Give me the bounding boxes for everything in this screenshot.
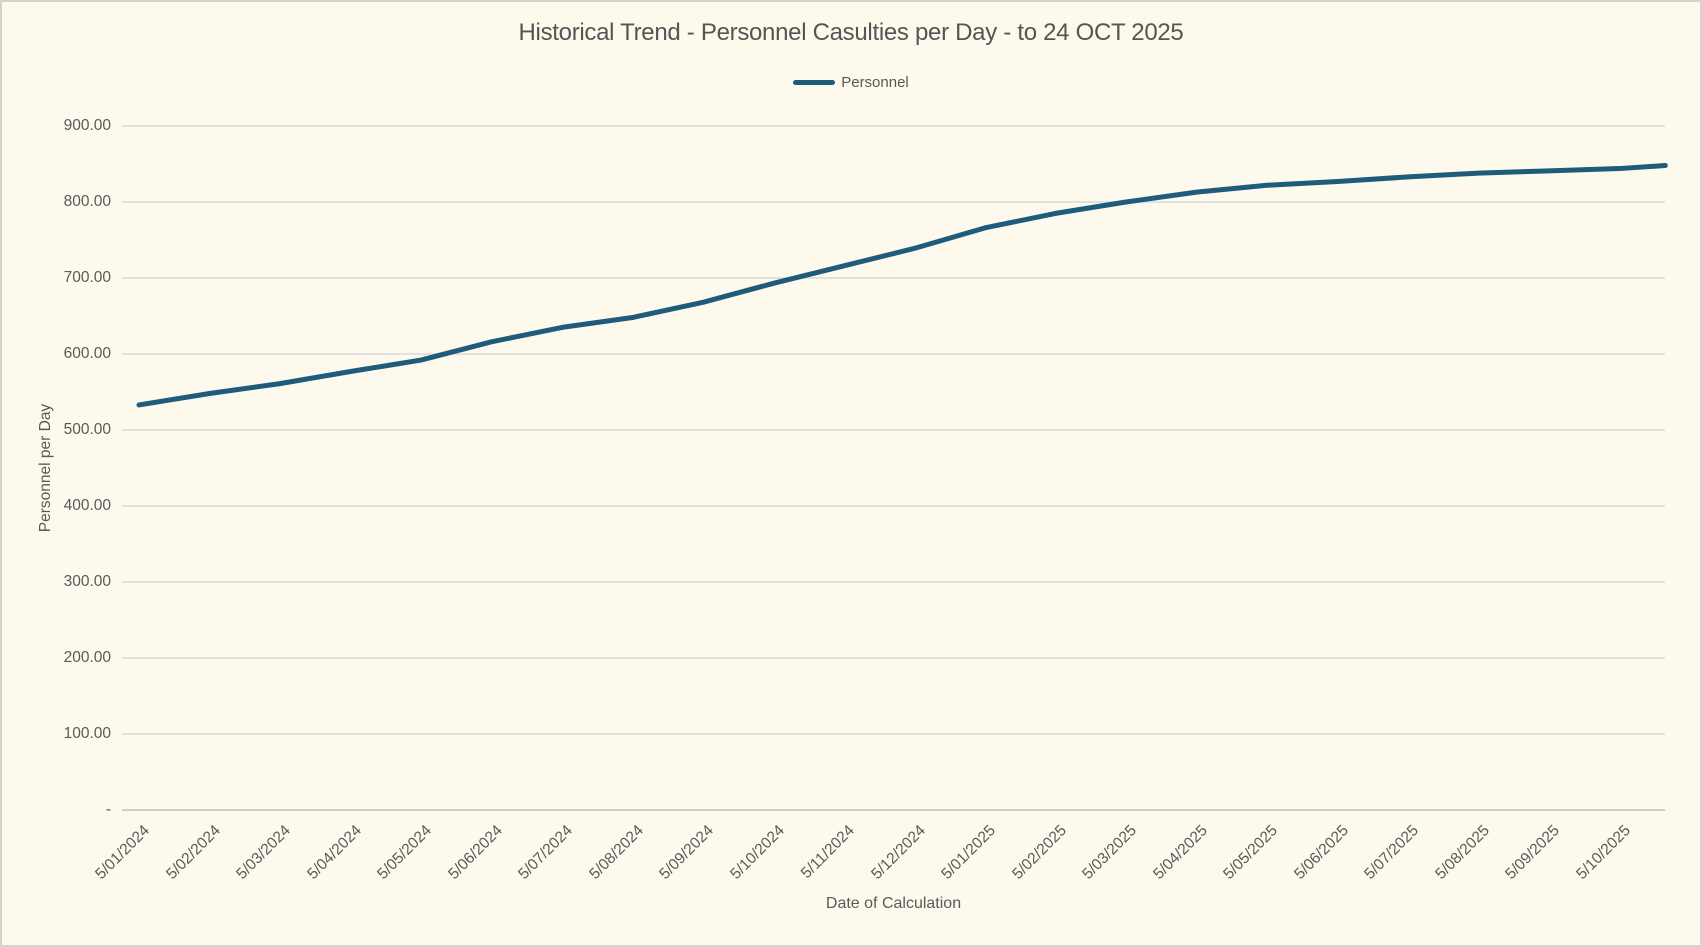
legend-line-swatch bbox=[793, 80, 836, 85]
personnel-series-line bbox=[136, 163, 1668, 408]
y-axis-title: Personnel per Day bbox=[37, 403, 54, 533]
chart-title: Historical Trend - Personnel Casulties p… bbox=[518, 19, 1184, 46]
y-tick-label: 900.00 bbox=[63, 117, 111, 134]
y-tick-label: 700.00 bbox=[63, 269, 111, 286]
y-tick-label: 500.00 bbox=[63, 421, 111, 438]
y-tick-label: 800.00 bbox=[63, 193, 111, 210]
x-axis-title: Date of Calculation bbox=[825, 895, 962, 912]
legend-label: Personnel bbox=[841, 74, 909, 91]
y-tick-label: 100.00 bbox=[63, 725, 111, 742]
y-tick-label: 200.00 bbox=[63, 649, 111, 666]
legend: Personnel bbox=[2, 74, 1700, 91]
y-tick-label: 300.00 bbox=[63, 573, 111, 590]
y-tick-label: - bbox=[105, 801, 111, 818]
y-tick-label: 400.00 bbox=[63, 497, 111, 514]
y-tick-label: 600.00 bbox=[63, 345, 111, 362]
